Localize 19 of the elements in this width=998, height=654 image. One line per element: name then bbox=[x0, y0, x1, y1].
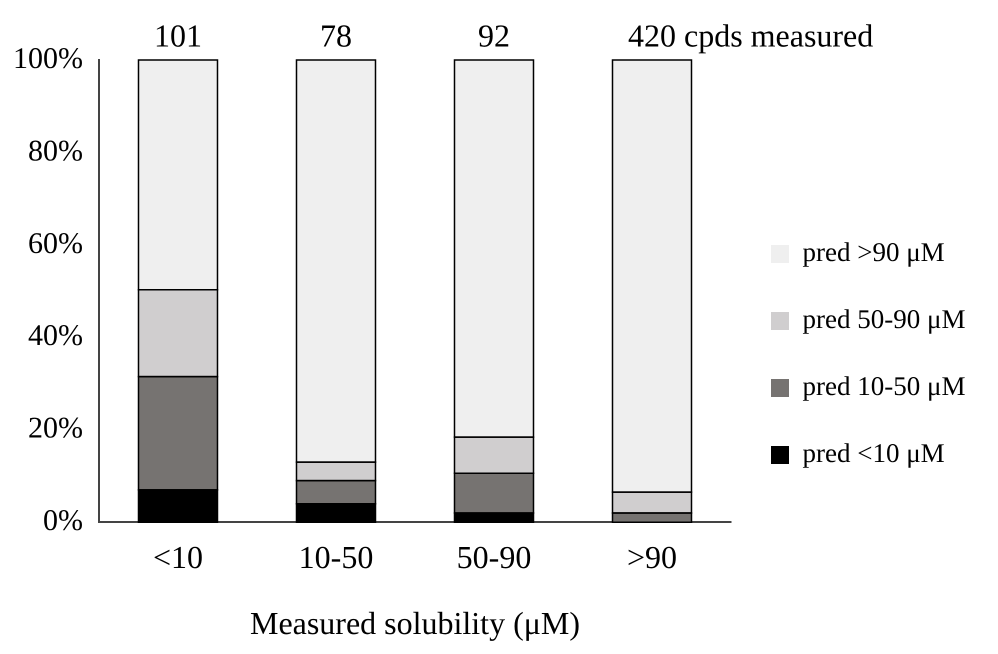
annotation: 78 bbox=[320, 17, 352, 54]
x-tick-label: >90 bbox=[626, 538, 678, 575]
y-tick-label: 20% bbox=[28, 412, 83, 445]
annotation: 92 bbox=[478, 17, 510, 54]
x-tick-label: <10 bbox=[152, 538, 204, 575]
x-tick-label: 50-90 bbox=[456, 538, 532, 575]
legend-label: pred 50-90 μM bbox=[802, 304, 966, 334]
y-tick-label: 100% bbox=[12, 42, 83, 75]
annotation: 101 bbox=[154, 17, 202, 54]
legend-label: pred <10 μM bbox=[802, 438, 945, 468]
x-tick-label: 10-50 bbox=[298, 538, 374, 575]
legend-label: pred 10-50 μM bbox=[802, 371, 966, 402]
x-axis-title: Measured solubility (μM) bbox=[250, 605, 580, 642]
y-tick-label: 40% bbox=[28, 319, 83, 352]
y-tick-label: 0% bbox=[42, 504, 83, 538]
annotation: 420 cpds measured bbox=[628, 17, 874, 54]
y-tick-label: 60% bbox=[28, 226, 83, 260]
y-tick-label: 80% bbox=[28, 134, 83, 168]
legend-label: pred >90 μM bbox=[802, 237, 945, 268]
